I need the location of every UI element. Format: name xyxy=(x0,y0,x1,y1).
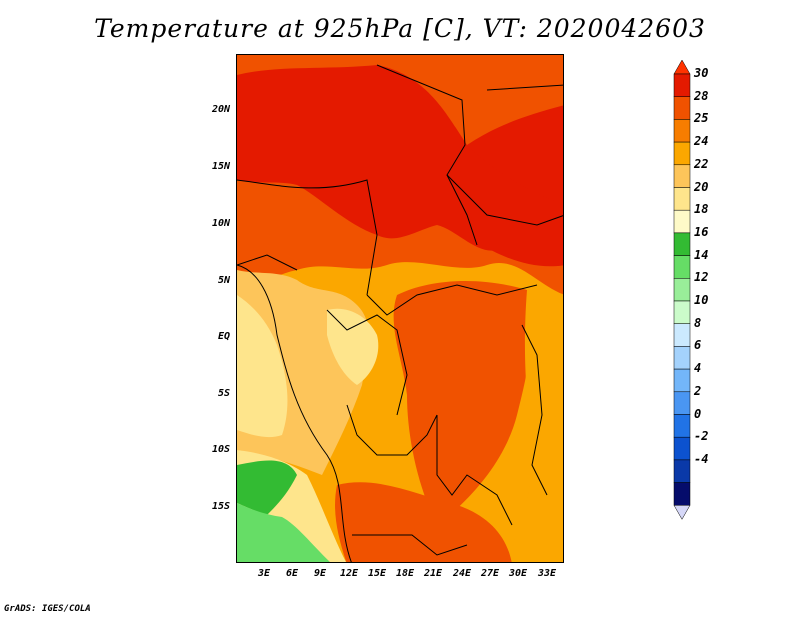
field-central-basin xyxy=(393,280,532,525)
field-east-highlands xyxy=(507,290,563,562)
lon-label-24e: 24E xyxy=(452,568,472,579)
colorbar-swatch xyxy=(673,255,691,279)
colorbar-swatch xyxy=(673,278,691,302)
field-cool-gabon xyxy=(327,308,379,385)
lat-label-5s: 5S xyxy=(217,388,230,399)
plot-title: Temperature at 925hPa [C], VT: 202004260… xyxy=(94,14,706,43)
colorbar-swatch xyxy=(673,482,691,506)
lat-label-eq: EQ xyxy=(217,331,230,342)
colorbar-label: 14 xyxy=(694,247,709,262)
colorbar-label: -2 xyxy=(694,429,709,444)
lon-label-15e: 15E xyxy=(367,568,387,579)
colorbar-swatch xyxy=(673,232,691,256)
lat-label-10s: 10S xyxy=(211,444,230,455)
colorbar-swatch xyxy=(673,73,691,97)
lon-label-21e: 21E xyxy=(423,568,443,579)
colorbar-swatches xyxy=(673,60,691,520)
lat-label-5n: 5N xyxy=(217,275,230,286)
colorbar-swatch xyxy=(673,96,691,120)
colorbar-label: 18 xyxy=(694,202,709,217)
temperature-map xyxy=(236,54,564,563)
colorbar-swatch-bottom xyxy=(673,505,691,520)
colorbar-label: 4 xyxy=(694,361,702,376)
colorbar xyxy=(673,60,691,520)
field-south-warm xyxy=(335,482,512,562)
colorbar-label: 20 xyxy=(694,179,709,194)
lat-label-10n: 10N xyxy=(211,218,230,229)
field-cold-16 xyxy=(237,460,297,515)
colorbar-swatch xyxy=(673,141,691,166)
colorbar-swatch xyxy=(673,436,691,461)
lon-label-6e: 6E xyxy=(285,568,299,579)
colorbar-label: 28 xyxy=(694,88,709,103)
colorbar-swatch xyxy=(673,209,691,234)
colorbar-swatch xyxy=(673,119,691,143)
coastline xyxy=(237,264,352,562)
colorbar-label: 22 xyxy=(694,156,709,171)
colorbar-label: 0 xyxy=(694,406,702,421)
colorbar-label: 16 xyxy=(694,224,709,239)
field-cold-14 xyxy=(237,503,330,562)
colorbar-label: 2 xyxy=(694,383,702,398)
colorbar-label: 24 xyxy=(694,134,709,149)
colorbar-label: 6 xyxy=(694,338,702,353)
colorbar-swatch xyxy=(673,300,691,324)
colorbar-label: 8 xyxy=(694,315,702,330)
colorbar-label: 12 xyxy=(694,270,709,285)
colorbar-label: 10 xyxy=(694,293,709,307)
lat-label-15s: 15S xyxy=(211,501,230,512)
lon-label-18e: 18E xyxy=(395,568,415,579)
lat-label-20n: 20N xyxy=(211,104,230,115)
lon-label-33e: 33E xyxy=(537,568,557,579)
lon-label-9e: 9E xyxy=(313,568,327,579)
lon-label-27e: 27E xyxy=(480,568,500,579)
colorbar-swatch xyxy=(673,164,691,188)
colorbar-label: -4 xyxy=(694,451,709,466)
lon-label-30e: 30E xyxy=(508,568,528,579)
colorbar-label: 30 xyxy=(694,66,709,80)
colorbar-swatch xyxy=(673,187,691,211)
colorbar-label: 25 xyxy=(694,111,709,126)
colorbar-swatch xyxy=(673,368,691,393)
colorbar-swatch xyxy=(673,391,691,415)
colorbar-swatch xyxy=(673,459,691,483)
country-borders xyxy=(237,64,563,556)
lat-label-15n: 15N xyxy=(211,161,230,172)
colorbar-swatch xyxy=(673,323,691,347)
colorbar-swatch-top xyxy=(673,60,691,75)
lon-label-12e: 12E xyxy=(339,568,359,579)
colorbar-swatch xyxy=(673,346,691,370)
grads-credit: GrADS: IGES/COLA xyxy=(4,604,91,614)
field-cool-ocean xyxy=(237,295,288,438)
colorbar-swatch xyxy=(673,414,691,438)
lon-label-3e: 3E xyxy=(257,568,271,579)
temperature-field xyxy=(237,55,563,562)
field-hot-east xyxy=(465,145,563,267)
